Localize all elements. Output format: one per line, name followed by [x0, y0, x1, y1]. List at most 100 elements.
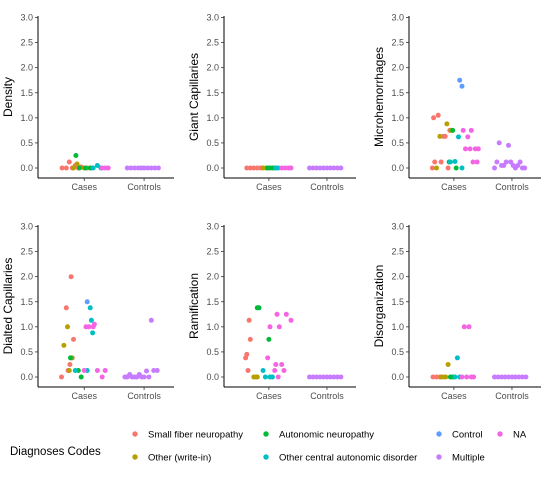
- data-point-auto: [450, 127, 456, 133]
- data-point-ocad: [260, 368, 266, 373]
- data-point-auto: [77, 165, 82, 171]
- y-tick-label: 2.0: [391, 63, 404, 73]
- y-tick-label: 0.5: [391, 138, 404, 148]
- y-tick-label: 1.0: [20, 322, 33, 332]
- data-point-na: [475, 146, 481, 152]
- data-point-sfn: [59, 165, 65, 171]
- data-point-sfn: [435, 112, 441, 118]
- data-point-mult: [148, 165, 154, 171]
- data-point-mult: [155, 165, 161, 171]
- y-tick-label: 1.0: [391, 113, 404, 123]
- y-tick-label: 2.5: [206, 247, 219, 257]
- data-point-na: [463, 146, 468, 152]
- legend-swatch-sfn: [132, 431, 138, 437]
- data-point-na: [282, 165, 288, 171]
- data-point-sfn: [246, 317, 252, 323]
- y-tick-label: 1.5: [20, 297, 33, 307]
- data-point-mult: [310, 165, 316, 171]
- data-point-other: [444, 121, 450, 127]
- data-point-na: [468, 127, 474, 133]
- data-point-mult: [496, 140, 502, 146]
- x-tick-label: Cases: [256, 391, 282, 401]
- legend-label-ctrl: Control: [452, 430, 483, 441]
- data-point-sfn: [429, 165, 435, 171]
- y-tick-label: 0.0: [206, 372, 219, 382]
- x-tick-label: Controls: [310, 182, 344, 192]
- legend-label-auto: Autonomic neuropathy: [279, 430, 374, 441]
- data-point-other: [437, 133, 443, 139]
- data-point-ocad: [454, 355, 460, 361]
- data-point-mult: [334, 374, 340, 380]
- legend-swatch-mult: [436, 454, 442, 460]
- data-point-ocad: [452, 374, 458, 380]
- data-point-auto: [256, 305, 262, 311]
- data-point-sfn: [245, 368, 251, 373]
- data-point-mult: [317, 165, 323, 171]
- legend-label-na: NA: [513, 430, 527, 441]
- x-tick-label: Cases: [256, 182, 282, 192]
- y-tick-label: 2.5: [391, 247, 404, 257]
- legend-swatch-other: [132, 454, 138, 460]
- data-point-mult: [307, 374, 312, 380]
- data-point-ocad: [72, 368, 78, 373]
- y-tick-label: 1.0: [391, 322, 404, 332]
- legend-label-mult: Multiple: [452, 453, 485, 464]
- data-point-sfn: [438, 159, 444, 165]
- data-point-mult: [321, 165, 326, 171]
- data-point-mult: [517, 159, 523, 165]
- data-point-na: [276, 324, 282, 330]
- y-tick-label: 2.5: [391, 38, 404, 48]
- y-tick-label: 1.5: [206, 88, 219, 98]
- data-point-na: [274, 311, 280, 317]
- data-point-na: [86, 324, 92, 330]
- x-tick-label: Controls: [310, 391, 344, 401]
- y-tick-label: 2.5: [206, 38, 219, 48]
- data-point-mult: [152, 165, 158, 171]
- data-point-na: [465, 134, 471, 140]
- data-point-mult: [495, 374, 501, 380]
- y-tick-label: 0.5: [206, 138, 219, 148]
- data-point-na: [275, 374, 281, 380]
- y-tick-label: 0.0: [20, 372, 33, 382]
- data-point-auto: [78, 374, 84, 380]
- data-point-other: [443, 374, 449, 380]
- data-point-mult: [327, 374, 333, 380]
- data-point-ocad: [447, 159, 453, 165]
- data-point-na: [91, 321, 97, 327]
- data-point-mult: [492, 165, 497, 171]
- data-point-mult: [148, 317, 154, 323]
- data-point-mult: [124, 165, 130, 171]
- legend-swatch-na: [497, 431, 503, 437]
- data-point-mult: [334, 165, 340, 171]
- y-axis-title: Ramification: [187, 273, 201, 339]
- x-tick-label: Cases: [71, 391, 97, 401]
- data-point-na: [471, 374, 477, 380]
- data-point-na: [279, 362, 285, 367]
- data-point-sfn: [445, 165, 451, 171]
- data-point-ocad: [275, 165, 281, 171]
- data-point-ocad: [90, 165, 96, 171]
- data-point-na: [81, 368, 87, 373]
- data-point-sfn: [63, 165, 69, 171]
- legend-swatch-auto: [263, 431, 269, 437]
- data-point-sfn: [68, 274, 74, 280]
- x-tick-label: Cases: [71, 182, 97, 192]
- data-point-mult: [338, 165, 344, 171]
- data-point-ctrl: [457, 77, 463, 83]
- data-point-auto: [73, 153, 79, 158]
- data-point-ocad: [94, 163, 100, 168]
- data-point-na: [272, 368, 278, 373]
- data-point-other: [434, 165, 439, 171]
- legend-label-ocad: Other central autonomic disorder: [279, 453, 417, 464]
- data-point-sfn: [244, 165, 250, 171]
- data-point-ocad: [87, 305, 93, 311]
- y-tick-label: 1.0: [206, 113, 219, 123]
- data-point-auto: [82, 165, 88, 171]
- data-point-na: [288, 317, 294, 323]
- data-point-sfn: [67, 362, 73, 367]
- data-point-na: [99, 374, 105, 380]
- data-point-na: [94, 368, 100, 373]
- data-point-na: [474, 159, 480, 165]
- x-tick-label: Controls: [127, 391, 161, 401]
- data-point-na: [265, 355, 271, 361]
